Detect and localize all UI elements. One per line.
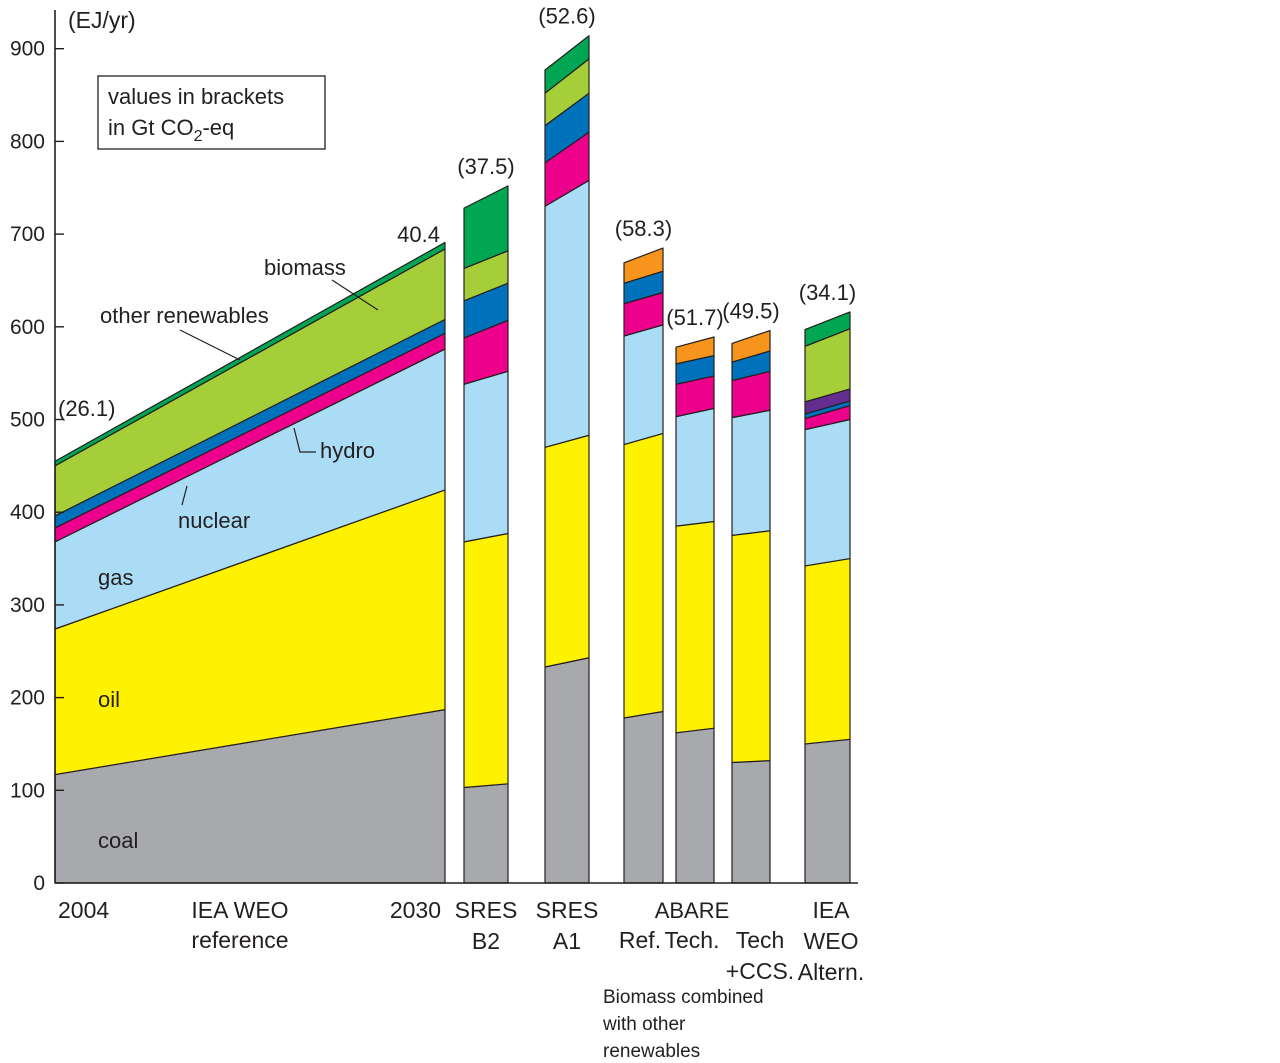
plot-layers (54, 35, 851, 884)
iea-weo-altern-oil-segment (804, 557, 851, 745)
label-biomass: biomass (264, 255, 346, 280)
abare-note-line-3: renewables (603, 1041, 700, 1062)
x-label-sres-b2-line-1: SRES (455, 897, 518, 923)
abare-note-line-1: Biomass combined (603, 987, 764, 1008)
abare-tech-combined-segment (675, 336, 715, 365)
abare-ref-combined-segment (623, 247, 664, 284)
note-line-2-prefix: in Gt CO (108, 115, 194, 140)
abare-tech-oil-segment (675, 520, 715, 734)
iea-weo-altern-gas-segment (804, 418, 851, 567)
leader-biomass (331, 279, 379, 311)
x-label-abare-ref-line-1: Ref. (619, 927, 661, 953)
y-tick-label: 800 (10, 130, 45, 153)
y-tick-label: 500 (10, 409, 45, 432)
annotation-sres-b2: (37.5) (457, 154, 514, 179)
x-label-sres-b2-line-2: B2 (472, 928, 500, 954)
annotation-sres-a1: (52.6) (538, 4, 595, 29)
sres-a1-coal-segment (544, 657, 590, 884)
label-gas: gas (98, 565, 133, 590)
annotation-2004: (26.1) (58, 396, 115, 421)
note-box: values in brackets in Gt CO2-eq (97, 75, 326, 150)
x-label-abare-tech-ccs-line-1: Tech (736, 927, 785, 953)
x-label-iea-weo-altern-line-1: IEA (812, 897, 850, 923)
y-tick-label: 900 (10, 38, 45, 61)
leader-hydro (293, 427, 316, 453)
y-tick-label: 700 (10, 223, 45, 246)
x-label-sres-a1-line-1: SRES (536, 897, 599, 923)
label-coal: coal (98, 828, 138, 853)
sres-b2-coal-segment (463, 783, 509, 884)
annotation-abare-tech: (51.7) (666, 305, 723, 330)
x-label-2004: 2004 (58, 897, 109, 923)
y-tick-label: 600 (10, 316, 45, 339)
annotation-iea-weo-altern: (34.1) (799, 280, 856, 305)
sres-a1-other-renewables-segment (544, 35, 590, 94)
x-label-sres-a1-line-2: A1 (553, 928, 581, 954)
abare-note-line-2: with other (602, 1014, 686, 1035)
abare-ref-gas-segment (623, 324, 664, 446)
note-line-2-subscript: 2 (194, 128, 203, 145)
label-hydro: hydro (320, 438, 375, 463)
sres-b2-oil-segment (463, 532, 509, 789)
note-line-2: in Gt CO2-eq (108, 115, 234, 145)
x-label-2030: 2030 (390, 897, 441, 923)
x-label-iea-weo-altern-line-3: Altern. (798, 959, 864, 985)
chart-labels: (EJ/yr) values in brackets in Gt CO2-eq coa… (58, 4, 864, 1062)
x-label-abare-tech-line-1: Tech. (665, 927, 720, 953)
annotation-abare-ref: (58.3) (615, 216, 672, 241)
x-label-abare-group: ABARE (655, 898, 730, 923)
y-tick-label: 400 (10, 501, 45, 524)
label-oil: oil (98, 687, 120, 712)
label-nuclear: nuclear (178, 508, 250, 533)
annotation-abare-tech-ccs: (49.5) (722, 299, 779, 324)
abare-ref-coal-segment (623, 710, 664, 884)
y-tick-label: 300 (10, 594, 45, 617)
abare-tech-ccs-oil-segment (731, 530, 771, 764)
sres-a1-gas-segment (544, 179, 590, 448)
x-label-iea-weo: IEA WEO (191, 897, 288, 923)
abare-tech-coal-segment (675, 727, 715, 884)
y-tick-label: 100 (10, 779, 45, 802)
sres-b2-gas-segment (463, 370, 509, 543)
note-box-frame (97, 75, 326, 150)
y-axis: 0 100 200 300 400 500 600 700 800 900 (10, 10, 858, 895)
abare-tech-ccs-coal-segment (731, 760, 771, 884)
leader-other-renewables (179, 329, 241, 361)
annotation-2030: 40.4 (397, 222, 440, 247)
x-label-reference: reference (191, 927, 288, 953)
abare-ref-oil-segment (623, 432, 664, 719)
y-axis-unit-label: (EJ/yr) (68, 7, 136, 33)
leader-nuclear (181, 485, 188, 506)
label-other-renewables: other renewables (100, 303, 269, 328)
iea-weo-altern-coal-segment (804, 738, 851, 884)
iea-weo-altern-other-renewables-segment (804, 311, 851, 347)
x-label-iea-weo-altern-line-2: WEO (804, 928, 859, 954)
sres-a1-oil-segment (544, 434, 590, 668)
y-tick-label: 200 (10, 687, 45, 710)
abare-tech-gas-segment (675, 407, 715, 527)
abare-tech-ccs-gas-segment (731, 409, 771, 536)
note-line-1: values in brackets (108, 84, 284, 109)
sres-b2-other-renewables-segment (463, 185, 509, 269)
abare-tech-ccs-combined-segment (731, 329, 771, 363)
x-label-abare-tech-ccs-line-2: +CCS. (726, 958, 794, 984)
y-tick-label: 0 (33, 872, 45, 895)
note-line-2-suffix: -eq (202, 115, 234, 140)
